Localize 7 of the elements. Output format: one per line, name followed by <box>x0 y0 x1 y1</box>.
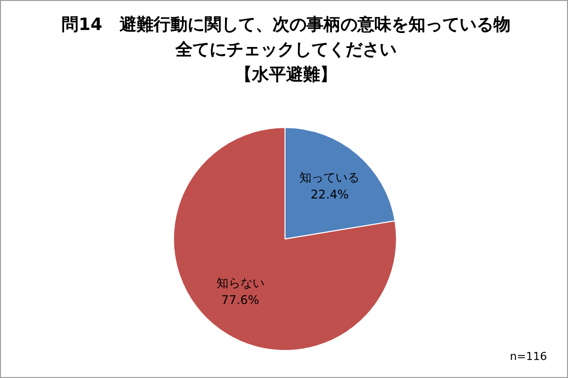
text: n=116 <box>510 350 547 363</box>
chart-subtitle: 【水平避難】 <box>234 64 338 87</box>
chart-title: 問14 避難行動に関して、次の事柄の意味を知っている物全てにチェックしてください <box>61 14 511 62</box>
slice-label: 知っている <box>300 170 360 184</box>
data-label: 22.4% <box>310 187 349 202</box>
slice-label: 知らない <box>216 276 264 290</box>
data-label: 77.6% <box>221 292 260 307</box>
